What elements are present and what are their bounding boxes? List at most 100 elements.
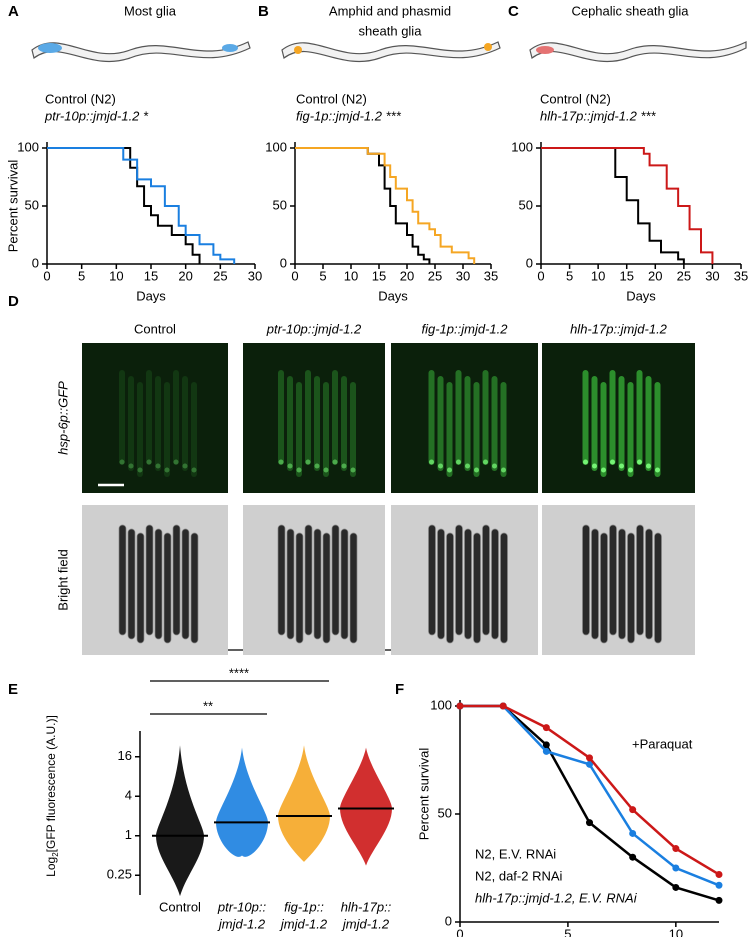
worm-head xyxy=(182,463,188,469)
panel-title: sheath glia xyxy=(359,23,423,38)
worm xyxy=(636,524,644,636)
worm-head xyxy=(341,463,347,469)
x-tick-label: 10 xyxy=(344,268,358,283)
worm-glow xyxy=(278,370,284,465)
worm-head xyxy=(278,459,284,465)
worm-glow xyxy=(618,376,625,471)
worm-head xyxy=(492,463,497,469)
worm-glow xyxy=(473,382,480,477)
worm-glow xyxy=(582,370,589,465)
x-tick-label: 25 xyxy=(677,268,691,283)
legend-label: ptr-10p::jmjd-1.2 * xyxy=(44,108,149,123)
worm xyxy=(654,532,662,644)
legend-label: hlh-17p::jmjd-1.2, E.V. RNAi xyxy=(475,890,638,905)
x-tick-label: ptr-10p:: xyxy=(217,899,267,914)
swarm-distribution xyxy=(216,747,268,857)
data-point xyxy=(629,829,637,837)
worm-head xyxy=(646,463,651,469)
worm-head xyxy=(137,467,143,473)
worm-head xyxy=(296,467,302,473)
column-label: Control xyxy=(134,321,176,336)
worm xyxy=(172,524,181,636)
data-point xyxy=(499,702,507,710)
x-tick-label: 20 xyxy=(178,268,192,283)
data-point xyxy=(629,806,637,814)
data-point xyxy=(715,896,723,904)
x-tick-label: 0 xyxy=(43,268,50,283)
legend-label: fig-1p::jmjd-1.2 *** xyxy=(296,108,402,123)
worm xyxy=(304,524,313,636)
worm-glow xyxy=(296,382,302,477)
worm-head xyxy=(155,463,161,469)
legend-label: N2, daf-2 RNAi xyxy=(475,868,563,883)
swarm-distribution xyxy=(340,747,392,866)
worm-glow xyxy=(446,382,453,477)
worm xyxy=(491,528,499,640)
x-tick-label: 15 xyxy=(619,268,633,283)
x-tick-label: 20 xyxy=(400,268,414,283)
worm xyxy=(609,524,617,636)
y-tick-label: 100 xyxy=(17,139,39,154)
worm-glow xyxy=(464,376,471,471)
data-point xyxy=(456,702,464,710)
worm-head xyxy=(501,467,506,473)
panel-title: Amphid and phasmid xyxy=(329,3,451,18)
worm-head xyxy=(128,463,134,469)
survival-curve xyxy=(47,147,236,264)
worm xyxy=(446,532,454,644)
worm xyxy=(349,532,358,644)
worm xyxy=(464,528,472,640)
x-tick-label: 25 xyxy=(213,268,227,283)
worm xyxy=(591,528,599,640)
x-tick-label: 35 xyxy=(484,268,498,283)
worm xyxy=(500,532,508,644)
legend-label: Control (N2) xyxy=(296,91,367,106)
worm-glow xyxy=(627,382,634,477)
worm xyxy=(473,532,481,644)
worm xyxy=(428,524,436,636)
x-tick-label: 15 xyxy=(144,268,158,283)
worm-glow xyxy=(341,376,347,471)
worm xyxy=(154,528,163,640)
data-point xyxy=(715,881,723,889)
x-tick-label: jmjd-1.2 xyxy=(279,916,328,931)
x-tick-label: jmjd-1.2 xyxy=(217,916,266,931)
legend-label: N2, E.V. RNAi xyxy=(475,846,556,861)
x-tick-label: 0 xyxy=(537,268,544,283)
worm-glow xyxy=(491,376,498,471)
worm-head xyxy=(456,459,461,465)
x-tick-label: 10 xyxy=(109,268,123,283)
x-tick-label: fig-1p:: xyxy=(284,899,324,914)
x-tick-label: 10 xyxy=(669,926,683,937)
worm-glow xyxy=(182,376,188,471)
worm-head xyxy=(438,463,443,469)
y-axis-label-part: Log xyxy=(44,857,58,877)
y-tick-label: 0 xyxy=(280,255,287,270)
legend-label: Control (N2) xyxy=(45,91,116,106)
worm xyxy=(340,528,349,640)
worm-head xyxy=(119,459,125,465)
data-point xyxy=(586,760,593,768)
worm xyxy=(455,524,463,636)
worm xyxy=(118,524,127,636)
swarm-distribution xyxy=(156,745,204,897)
x-axis-label: Days xyxy=(626,288,656,303)
worm-glow xyxy=(645,376,652,471)
y-axis-label: Percent survival xyxy=(416,748,431,841)
data-point xyxy=(542,741,550,749)
x-tick-label: 5 xyxy=(319,268,326,283)
worm-glow xyxy=(128,376,134,471)
survival-curve xyxy=(541,147,685,264)
y-tick-label: 50 xyxy=(273,197,287,212)
worm-glow xyxy=(350,382,356,477)
y-tick-label: 0 xyxy=(526,255,533,270)
worm-glow xyxy=(146,370,152,465)
worm-glow xyxy=(437,376,444,471)
y-tick-label: 1 xyxy=(125,827,132,842)
data-point xyxy=(715,870,723,878)
worm-glow xyxy=(636,370,643,465)
worm-glow xyxy=(173,370,179,465)
panel-title: Most glia xyxy=(124,3,177,18)
y-tick-label: 50 xyxy=(519,197,533,212)
y-axis-label: Percent survival xyxy=(5,160,20,253)
